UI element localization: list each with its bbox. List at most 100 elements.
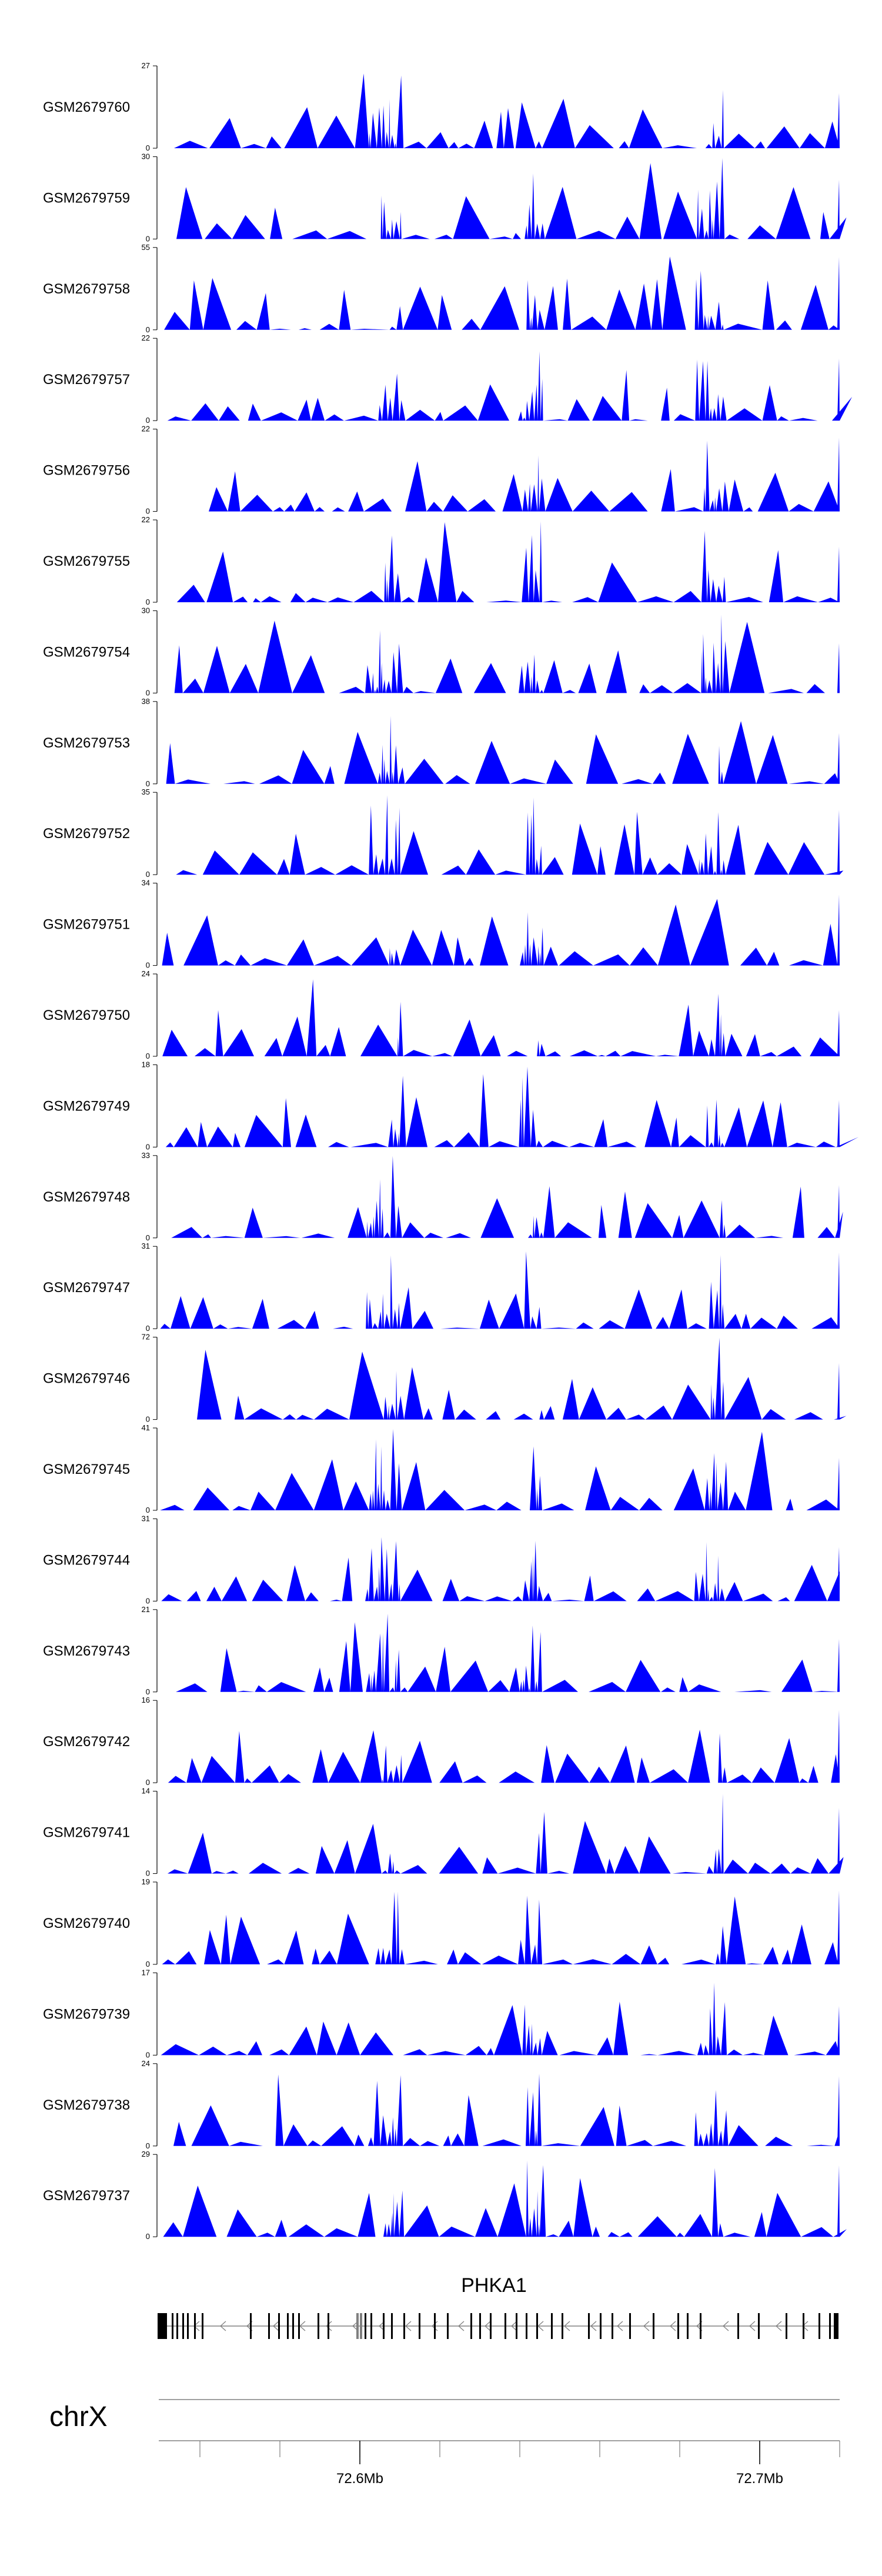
track-ymax-label: 22 xyxy=(142,333,150,342)
strand-arrow xyxy=(273,2321,279,2331)
track-label: GSM2679737 xyxy=(43,2188,130,2204)
gene-exon xyxy=(365,2313,366,2339)
track-ymin-label: 0 xyxy=(146,1052,150,1060)
gene-exon xyxy=(383,2313,385,2339)
coverage-area xyxy=(160,351,853,421)
track-label: GSM2679756 xyxy=(43,463,130,479)
track-label: GSM2679758 xyxy=(43,281,130,297)
gene-exon xyxy=(479,2313,481,2339)
track: GSM2679757 22 0 xyxy=(43,333,853,425)
track-ymax-label: 30 xyxy=(142,606,150,615)
track: GSM2679744 31 0 xyxy=(43,1514,840,1605)
track-ymax-label: 18 xyxy=(142,1060,150,1069)
track-ymax-label: 33 xyxy=(142,1151,150,1160)
track: GSM2679739 17 0 xyxy=(43,1968,840,2059)
track-label: GSM2679745 xyxy=(43,1461,130,1477)
track-ymax-label: 41 xyxy=(142,1423,150,1432)
gene-exon xyxy=(700,2313,701,2339)
gene-exon xyxy=(158,2313,167,2339)
track-ymin-label: 0 xyxy=(146,688,150,697)
coverage-area xyxy=(160,895,840,966)
gene-exon xyxy=(737,2313,739,2339)
track: GSM2679758 55 0 xyxy=(43,243,840,334)
gene-exon xyxy=(434,2313,436,2339)
track-label: GSM2679752 xyxy=(43,826,130,842)
track-ymax-label: 22 xyxy=(142,425,150,433)
track-ymin-label: 0 xyxy=(146,598,150,606)
track: GSM2679740 19 0 xyxy=(43,1877,840,1968)
coverage-area xyxy=(160,979,840,1056)
gene-label: PHKA1 xyxy=(461,2274,527,2297)
gene-exon-alt xyxy=(356,2313,359,2339)
strand-arrow xyxy=(564,2321,570,2331)
coverage-area xyxy=(160,256,840,330)
track: GSM2679749 18 0 xyxy=(43,1060,859,1151)
track-ymin-label: 0 xyxy=(146,1324,150,1333)
coverage-area xyxy=(160,1429,840,1510)
gene-exon xyxy=(287,2313,289,2339)
track-ymin-label: 0 xyxy=(146,2232,150,2241)
track-label: GSM2679739 xyxy=(43,2006,130,2022)
coverage-area xyxy=(160,1794,844,1874)
strand-arrow xyxy=(458,2321,465,2331)
chromosome-axis: chrX 72.6Mb 72.7Mb xyxy=(49,2399,840,2487)
coverage-area xyxy=(160,1613,840,1692)
track: GSM2679743 21 0 xyxy=(43,1605,840,1696)
gene-exon xyxy=(403,2313,405,2339)
track: GSM2679752 35 0 xyxy=(43,788,844,879)
coverage-area xyxy=(160,1066,859,1147)
track-ymax-label: 35 xyxy=(142,788,150,796)
track: GSM2679742 16 0 xyxy=(43,1696,840,1787)
track-label: GSM2679755 xyxy=(43,553,130,569)
track-ymin-label: 0 xyxy=(146,1233,150,1242)
track-label: GSM2679759 xyxy=(43,190,130,206)
track-ymin-label: 0 xyxy=(146,144,150,152)
track-ymax-label: 14 xyxy=(142,1787,150,1796)
track-ymax-label: 31 xyxy=(142,1242,150,1250)
track-label: GSM2679750 xyxy=(43,1007,130,1023)
gene-model: PHKA1 xyxy=(158,2274,838,2339)
strand-arrow xyxy=(643,2321,650,2331)
track-label: GSM2679743 xyxy=(43,1643,130,1659)
gene-exon xyxy=(803,2313,804,2339)
gene-exon xyxy=(677,2313,679,2339)
coverage-area xyxy=(160,1890,840,1964)
track-ymin-label: 0 xyxy=(146,1778,150,1787)
gene-exon xyxy=(202,2313,203,2339)
gene-exon xyxy=(818,2313,820,2339)
axis-tick-label: 72.6Mb xyxy=(336,2471,383,2487)
track-ymax-label: 31 xyxy=(142,1514,150,1523)
axis-tick-label: 72.7Mb xyxy=(736,2471,783,2487)
track-ymin-label: 0 xyxy=(146,779,150,788)
gene-exon xyxy=(505,2313,506,2339)
track-label: GSM2679748 xyxy=(43,1189,130,1205)
track-label: GSM2679754 xyxy=(43,644,130,660)
track-ymax-label: 27 xyxy=(142,61,150,70)
track-label: GSM2679753 xyxy=(43,735,130,751)
track-ymin-label: 0 xyxy=(146,1142,150,1151)
track-ymax-label: 21 xyxy=(142,1605,150,1614)
coverage-area xyxy=(160,1337,847,1420)
gene-exon xyxy=(653,2313,654,2339)
track-ymin-label: 0 xyxy=(146,2141,150,2150)
track-label: GSM2679741 xyxy=(43,1825,130,1841)
track-ymax-label: 29 xyxy=(142,2150,150,2158)
strand-arrow xyxy=(220,2321,226,2331)
track: GSM2679751 34 0 xyxy=(43,879,840,970)
track-ymin-label: 0 xyxy=(146,1415,150,1424)
track-ymin-label: 0 xyxy=(146,1687,150,1696)
track-label: GSM2679760 xyxy=(43,99,130,115)
gene-exon xyxy=(328,2313,329,2339)
coverage-area xyxy=(160,521,840,602)
track: GSM2679737 29 0 xyxy=(43,2150,847,2241)
coverage-area xyxy=(160,1156,843,1238)
track-label: GSM2679740 xyxy=(43,1916,130,1931)
track-label: GSM2679746 xyxy=(43,1371,130,1387)
gene-exon xyxy=(447,2313,449,2339)
track-ymin-label: 0 xyxy=(146,961,150,970)
gene-exon xyxy=(516,2313,517,2339)
track: GSM2679754 30 0 xyxy=(43,606,840,697)
track-ymin-label: 0 xyxy=(146,1869,150,1878)
track: GSM2679750 24 0 xyxy=(43,969,840,1060)
